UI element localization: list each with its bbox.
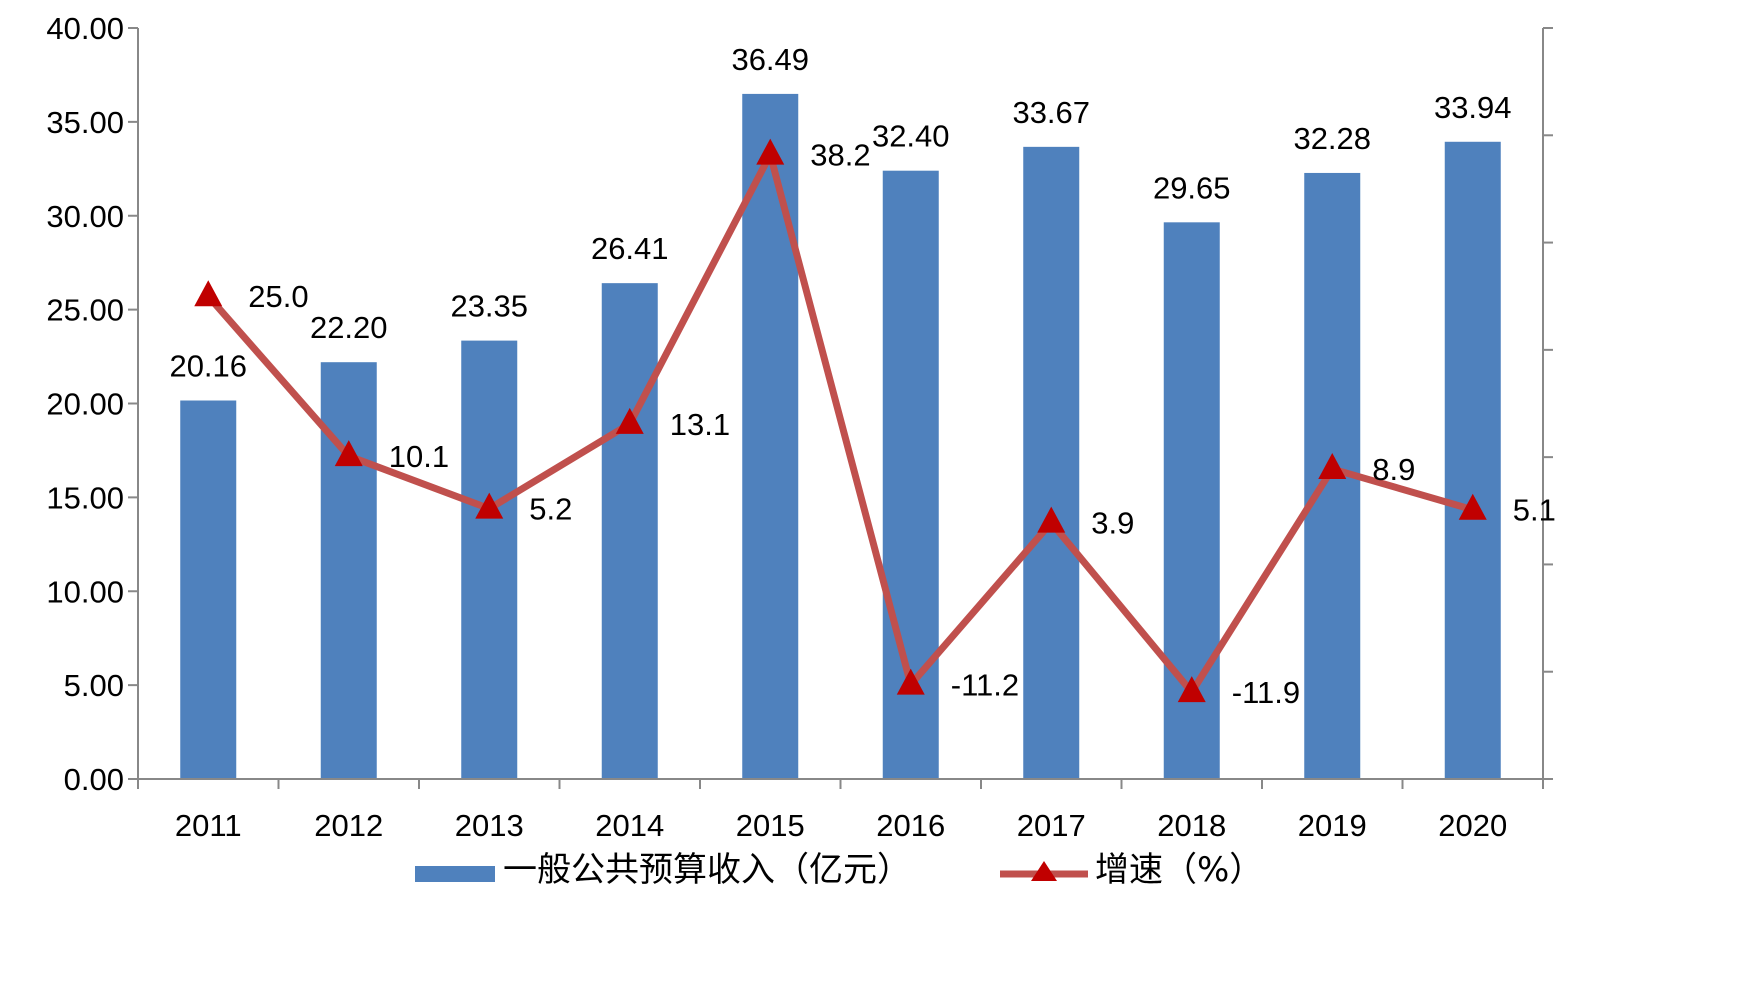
growth-value-label: 3.9 [1091,506,1134,541]
growth-value-label: 8.9 [1372,452,1415,487]
legend-triangle-marker-icon [1031,861,1057,881]
triangle-marker [756,138,785,165]
bar-value-label: 23.35 [450,289,528,324]
bar-data-labels: 20.16 22.20 23.35 26.41 36.49 32.40 33.67 29.65… [169,42,1511,384]
growth-value-label: 25.0 [248,279,308,314]
bar-value-label: 26.41 [591,231,669,266]
bar [1023,146,1080,779]
triangle-marker [1318,452,1347,479]
growth-value-label: 13.1 [670,407,730,442]
triangle-marker [1177,676,1206,703]
bar-series [180,93,1501,780]
bar [601,283,658,779]
y-tick-label: 0.00 [64,762,124,797]
y-axis-ticks: 0.00 5.00 10.00 15.00 20.00 25.00 30.00 35.00 40… [46,11,1553,797]
y-tick-label: 30.00 [46,199,124,234]
triangle-marker [1037,506,1066,533]
growth-value-label: 10.1 [389,439,449,474]
x-tick-label: 2018 [1157,808,1226,843]
x-tick-label: 2020 [1438,808,1507,843]
x-tick-label: 2012 [314,808,383,843]
x-tick-label: 2015 [736,808,805,843]
legend-bar-swatch [415,866,495,882]
growth-value-label: 38.2 [810,138,870,173]
x-axis-ticks: 2011 2012 2013 2014 2015 2016 2017 2018 2019 2020 [137,779,1544,843]
x-tick-label: 2011 [175,808,242,843]
bar-value-label: 32.28 [1293,121,1371,156]
line-data-labels: 25.0 10.1 5.2 13.1 38.2 -11.2 3.9 -11.9 8.9 5.1 [248,138,1556,711]
x-tick-label: 2014 [595,808,664,843]
legend-line-label: 增速（%） [1095,850,1263,890]
triangle-marker [615,407,644,434]
bar [320,362,377,779]
bar-value-label: 22.20 [310,310,388,345]
x-tick-label: 2017 [1017,808,1086,843]
growth-value-label: 5.1 [1513,493,1556,528]
bar [180,400,237,779]
bar [461,340,518,779]
growth-value-label: -11.9 [1232,675,1300,710]
triangle-marker [896,668,925,695]
triangle-marker [475,492,504,519]
bar-value-label: 36.49 [731,42,809,77]
x-tick-label: 2019 [1298,808,1367,843]
legend-bar-label: 一般公共预算收入（亿元） [503,850,911,890]
triangle-marker [334,440,363,467]
bar-value-label: 33.94 [1434,90,1512,125]
bar [1444,141,1501,780]
triangle-marker [194,280,223,307]
triangle-marker [1458,493,1487,520]
growth-value-label: -11.2 [951,668,1019,703]
bar [742,93,799,779]
x-tick-label: 2013 [455,808,524,843]
y-tick-label: 40.00 [46,11,124,46]
y-tick-label: 10.00 [46,574,124,609]
growth-value-label: 5.2 [529,492,572,527]
bar-value-label: 32.40 [872,119,950,154]
growth-line-series [194,138,1487,703]
y-tick-label: 5.00 [64,668,124,703]
growth-line [205,151,1474,696]
bar-value-label: 33.67 [1012,95,1090,130]
x-tick-label: 2016 [876,808,945,843]
y-tick-label: 20.00 [46,387,124,422]
bar-value-label: 20.16 [169,348,247,383]
y-tick-label: 35.00 [46,105,124,140]
y-tick-label: 15.00 [46,480,124,515]
y-tick-label: 25.00 [46,293,124,328]
bar-value-label: 29.65 [1153,170,1231,205]
legend: 一般公共预算收入（亿元） 增速（%） [415,850,1263,890]
